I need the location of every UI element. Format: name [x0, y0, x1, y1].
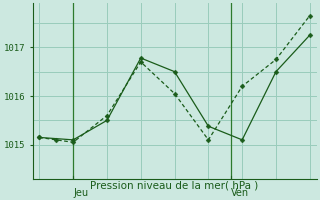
X-axis label: Pression niveau de la mer( hPa ): Pression niveau de la mer( hPa ) — [91, 180, 259, 190]
Text: Ven: Ven — [231, 188, 249, 198]
Text: Jeu: Jeu — [73, 188, 88, 198]
